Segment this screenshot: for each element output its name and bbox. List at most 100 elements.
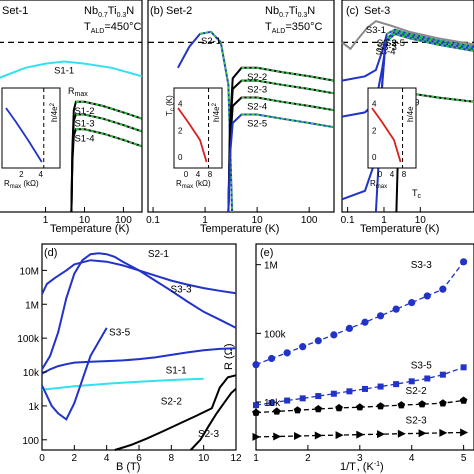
panel-d-ytick-label: 10M: [20, 266, 39, 277]
panel-d-curve-label-S2-3: S2-3: [198, 429, 220, 440]
panel-d-series-S1-1: [41, 377, 204, 391]
panel-c-inset-xtick-label: 0: [378, 170, 383, 179]
panel-a-fit-S1-4: [75, 128, 143, 148]
panel-b-xtick-label: 0.1: [146, 215, 160, 226]
panel-c-xtick-label: 0.1: [341, 215, 355, 226]
panel-d-ytick-label: 100k: [17, 334, 40, 345]
panel-b-ald-temp: TALD=350°C: [265, 21, 323, 35]
panel-b-label: (b): [150, 5, 163, 17]
panel-d-ytick-label: 100: [22, 436, 39, 447]
panel-b-fit-S2-3: [241, 79, 335, 95]
panel-a-label-S1-4: S1-4: [74, 133, 94, 144]
panel-b-inset-xlabel: Rmax (kΩ): [176, 179, 211, 190]
panel-c-series-S3-1: [341, 20, 474, 51]
panel-c-inset-xlabel: Rmax: [370, 179, 387, 190]
panel-e-point-S3-5: [330, 390, 337, 397]
panel-e-point-S2-2: [314, 405, 323, 413]
panel-c-inset-xtick-label: 4: [390, 170, 395, 179]
panel-b-label-S2-2: S2-2: [247, 72, 267, 83]
panel-d-xlabel: B (T): [116, 461, 140, 473]
panel-e-point-S2-2: [335, 403, 343, 412]
panel-b-series-S2-2: [227, 66, 335, 213]
panel-e-point-S2-2: [273, 407, 281, 415]
panel-e-point-S3-3: [439, 285, 447, 293]
panel-e-point-S3-3: [361, 318, 369, 326]
panel-a-border: [0, 0, 143, 213]
panel-a-series-S1-1: [0, 60, 143, 79]
panel-e-fit-S2-3: [255, 431, 464, 438]
panel-c-fit-S3-3: [386, 30, 474, 50]
panel-c-label-S3-1: S3-1: [366, 25, 386, 36]
panel-e-curve-label-S3-5: S3-5: [411, 360, 433, 371]
panel-b-label-S2-3: S2-3: [247, 85, 267, 96]
panel-e-point-S3-3: [330, 331, 338, 339]
panel-b-border: [147, 0, 335, 213]
panel-e-point-S2-3: [294, 431, 303, 440]
panel-d-curve-label-S1-1: S1-1: [166, 366, 188, 377]
panel-e-point-S2-2: [252, 408, 260, 416]
panel-c-inset-ytick-label: 2: [372, 126, 377, 135]
panel-e-ytick-label: 10k: [264, 398, 281, 409]
panel-c-inset-h4e-label: h/4e: [406, 106, 415, 122]
panel-a-xtick-label: 10: [79, 215, 91, 226]
panel-a-xtick-label: 1: [43, 215, 49, 226]
panel-a-inset-curve: [5, 107, 43, 163]
panel-d-series-low-field: [41, 327, 108, 421]
panel-e-fit-S3-3: [255, 261, 465, 366]
panel-c-xtick-label: 10: [415, 215, 427, 226]
panel-c-label-S3-3: S3-3: [377, 42, 397, 53]
panel-b-xtick-label: 10: [252, 215, 264, 226]
panel-e-point-S3-5: [346, 388, 353, 395]
panel-e-point-S3-5: [460, 364, 467, 371]
panel-e-point-S3-5: [299, 395, 306, 402]
panel-b-material: Nb0.7Ti0.3N: [265, 5, 315, 19]
panel-e-point-S3-3: [314, 337, 322, 345]
panel-c-fit-S3-2: [386, 28, 474, 48]
panel-b-inset-curve: [177, 107, 208, 163]
panel-e-frame: [255, 243, 474, 451]
panel-e-point-S2-3: [418, 429, 427, 438]
panel-e-point-S3-3: [376, 312, 385, 320]
panel-a-xtick-label: 100: [115, 215, 132, 226]
panel-e-point-S2-2: [397, 401, 406, 409]
panel-e-point-S3-5: [408, 378, 415, 385]
panel-b-set-label: Set-2: [166, 5, 192, 17]
panel-b-fit-S2-5: [241, 113, 335, 128]
panel-e-point-S2-2: [356, 403, 364, 411]
panel-d-xtick-label: 2: [72, 453, 78, 464]
panel-e-point-S3-5: [284, 397, 291, 404]
panel-c-inset-curve: [371, 107, 402, 163]
panel-e-point-S3-5: [424, 375, 431, 382]
panel-b-fit-S2-2: [241, 67, 335, 82]
panel-d-frame: [41, 243, 237, 451]
panel-c-inset-ytick-label: 4: [372, 100, 377, 109]
panel-d-curve-label-S2-1: S2-1: [148, 249, 170, 260]
panel-b-inset-border: [173, 87, 223, 169]
panel-a-material: Nb0.7Ti0.3N: [84, 5, 134, 19]
panel-b-inset-ytick-label: 2: [178, 126, 183, 135]
panel-b-xtick-label: 100: [301, 215, 318, 226]
panel-e-ytick-label: 1M: [264, 261, 278, 272]
panel-d-xtick-label: 4: [104, 453, 110, 464]
panel-d-ytick-label: 10k: [23, 368, 40, 379]
panel-d-series-S2-2: [114, 374, 237, 451]
panel-a-inset-h4e-label: h/4e2: [50, 102, 59, 122]
panel-e-point-S3-3: [460, 258, 468, 266]
panel-c-fit-S3-5: [384, 33, 474, 52]
panel-e-point-S3-3: [299, 343, 307, 351]
panel-e-point-S3-5: [377, 383, 384, 390]
panel-b-label-S2-1: S2-1: [201, 36, 221, 47]
panel-b-series-S2-5: [227, 113, 335, 213]
panel-e-point-S3-5: [393, 381, 400, 388]
panel-e-point-S2-3: [356, 430, 365, 439]
panel-b-inset-xtick-label: 0: [184, 170, 189, 179]
panel-e-xtick-label: 5: [461, 453, 467, 464]
panel-e-point-S3-3: [283, 349, 291, 357]
panel-b-inset-ylabel: Tc (K): [165, 95, 176, 116]
panel-b-inset-h4e-label: h/4e2: [212, 102, 221, 122]
panel-d-xtick-label: 6: [136, 453, 142, 464]
panel-d-ytick-label: 1M: [25, 300, 39, 311]
panel-b-xtick-label: 1: [202, 215, 208, 226]
panel-e-xtick-label: 2: [305, 453, 311, 464]
